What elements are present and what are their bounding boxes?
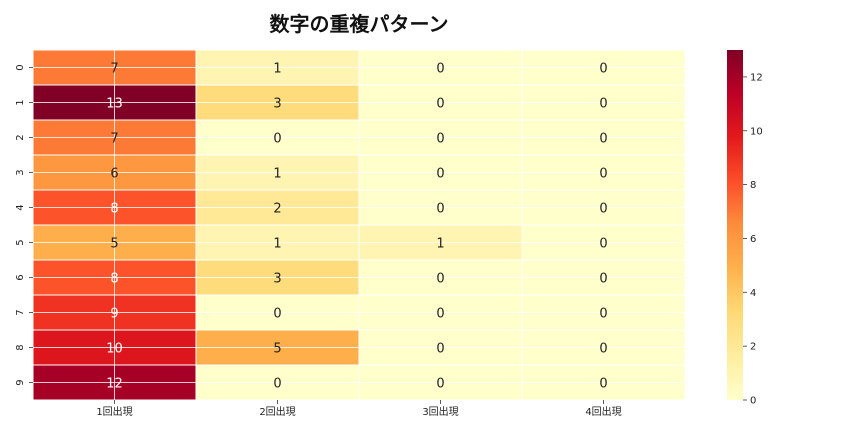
cell-value-label: 0 [599, 167, 607, 182]
colorbar-gradient [727, 50, 743, 400]
cell-value-label: 0 [599, 307, 607, 322]
x-axis: 1回出現 2回出現 3回出現 4回出現 [96, 400, 622, 418]
y-tick-label: 8 [15, 344, 26, 350]
cell-value-label: 8 [110, 202, 118, 217]
cell-value-label: 0 [273, 307, 281, 322]
grid-lines [32, 49, 686, 401]
cell-value-label: 0 [599, 377, 607, 392]
cell-value-label: 0 [436, 167, 444, 182]
cell-value-label: 0 [436, 132, 444, 147]
cell-value-label: 5 [273, 342, 281, 357]
y-tick-label: 4 [15, 204, 26, 210]
colorbar-tick-label: 10 [750, 126, 763, 137]
cell-value-label: 12 [106, 377, 123, 392]
colorbar-tick-label: 12 [750, 72, 763, 83]
cell-value-label: 5 [110, 237, 118, 252]
colorbar-tick-label: 2 [750, 342, 756, 353]
cell-value-label: 1 [273, 237, 281, 252]
cell-value-label: 0 [599, 342, 607, 357]
y-axis: 0 1 2 3 4 5 6 7 8 9 [15, 64, 33, 386]
cell-value-label: 0 [436, 202, 444, 217]
cell-value-label: 13 [106, 97, 123, 112]
y-tick-label: 5 [15, 239, 26, 245]
cell-value-label: 3 [273, 272, 281, 287]
cell-value-label: 10 [106, 342, 123, 357]
cell-value-label: 0 [599, 202, 607, 217]
cell-value-label: 3 [273, 97, 281, 112]
cell-value-label: 0 [436, 97, 444, 112]
cell-value-label: 2 [273, 202, 281, 217]
y-tick-label: 0 [15, 64, 26, 70]
cell-value-label: 0 [599, 272, 607, 287]
colorbar-tick-label: 8 [750, 180, 756, 191]
cell-annotations: 7 1 0 013 3 0 07 0 0 06 1 0 08 2 0 05 1 1 08 3 0 09 0 0 010 5 0 012… [106, 62, 607, 392]
y-tick-label: 2 [15, 134, 26, 140]
cell-value-label: 7 [110, 62, 118, 77]
y-tick-label: 6 [15, 274, 26, 280]
cell-value-label: 0 [436, 377, 444, 392]
colorbar-tick-label: 4 [750, 288, 756, 299]
y-tick-label: 3 [15, 169, 26, 175]
cell-value-label: 0 [599, 62, 607, 77]
colorbar: 0 2 4 6 8 10 12 [727, 50, 763, 407]
cell-value-label: 0 [436, 62, 444, 77]
x-tick-label: 4回出現 [585, 405, 621, 418]
cell-value-label: 0 [273, 132, 281, 147]
cell-value-label: 0 [599, 132, 607, 147]
cell-value-label: 1 [273, 167, 281, 182]
x-tick-label: 1回出現 [96, 405, 132, 418]
cell-value-label: 9 [110, 307, 118, 322]
cell-value-label: 7 [110, 132, 118, 147]
chart-title: 数字の重複パターン [269, 12, 449, 36]
y-tick-label: 7 [15, 309, 26, 315]
colorbar-tick-label: 0 [750, 396, 756, 407]
y-tick-label: 9 [15, 379, 26, 385]
colorbar-tick-label: 6 [750, 234, 756, 245]
x-tick-label: 3回出現 [422, 405, 458, 418]
cell-value-label: 0 [436, 272, 444, 287]
cell-value-label: 0 [599, 237, 607, 252]
y-tick-label: 1 [15, 99, 26, 105]
cell-value-label: 8 [110, 272, 118, 287]
cell-value-label: 0 [273, 377, 281, 392]
cell-value-label: 1 [436, 237, 444, 252]
cell-value-label: 1 [273, 62, 281, 77]
cell-value-label: 0 [599, 97, 607, 112]
cell-value-label: 0 [436, 307, 444, 322]
cell-value-label: 6 [110, 167, 118, 182]
x-tick-label: 2回出現 [259, 405, 295, 418]
cell-value-label: 0 [436, 342, 444, 357]
